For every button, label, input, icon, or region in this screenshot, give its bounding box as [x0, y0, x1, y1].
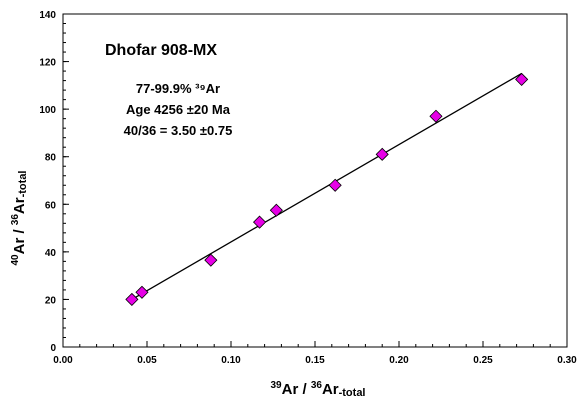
x-tick-label: 0.10 [221, 355, 241, 366]
x-tick-label: 0.20 [389, 355, 409, 366]
x-axis-title: 39Ar / 36Ar-total [271, 380, 366, 399]
y-axis-title-sup2: 36 [10, 214, 21, 226]
regression-line [131, 72, 522, 300]
data-point [328, 178, 342, 192]
data-point [125, 292, 139, 306]
y-tick-label: 0 [50, 343, 56, 354]
data-point [375, 147, 389, 161]
y-axis: 0 20 40 60 80 100 120 140 [39, 10, 69, 354]
data-point [204, 253, 218, 267]
data-point [135, 285, 149, 299]
y-tick-label: 20 [45, 295, 57, 306]
annotation-fraction: 77-99.9% ³⁹Ar [136, 81, 220, 96]
data-point [515, 72, 529, 86]
data-point [269, 203, 283, 217]
x-axis-title-main2: Ar [322, 381, 339, 398]
y-axis-title-main1: Ar / [11, 225, 28, 254]
annotation-ratio: 40/36 = 3.50 ±0.75 [124, 123, 233, 138]
y-tick-label: 60 [45, 200, 57, 211]
x-axis: 0.00 0.05 0.10 0.15 0.20 0.25 0.30 [53, 341, 577, 366]
x-tick-label: 0.25 [473, 355, 493, 366]
y-axis-title-sub: -total [17, 171, 29, 198]
x-axis-title-sup2: 36 [311, 380, 323, 391]
x-tick-label: 0.05 [137, 355, 157, 366]
x-axis-title-main1: Ar / [282, 381, 311, 398]
y-tick-label: 120 [39, 58, 56, 69]
y-axis-title: 40Ar / 36Ar-total [10, 171, 29, 266]
x-axis-title-sup1: 39 [271, 380, 283, 391]
y-tick-label: 40 [45, 248, 57, 259]
x-tick-label: 0.15 [305, 355, 325, 366]
y-axis-title-sup1: 40 [10, 254, 21, 266]
y-axis-title-main2: Ar [11, 197, 28, 214]
y-tick-label: 100 [39, 105, 56, 116]
data-point [252, 215, 267, 229]
x-axis-title-sub: -total [339, 387, 366, 399]
x-tick-label: 0.00 [53, 355, 73, 366]
y-tick-label: 140 [39, 10, 56, 21]
plot-area [62, 13, 568, 348]
data-point [429, 109, 443, 123]
y-tick-label: 80 [45, 153, 57, 164]
data-points [125, 72, 529, 306]
x-tick-label: 0.30 [557, 355, 577, 366]
annotation-age: Age 4256 ±20 Ma [126, 102, 231, 117]
chart-title: Dhofar 908-MX [105, 42, 217, 59]
